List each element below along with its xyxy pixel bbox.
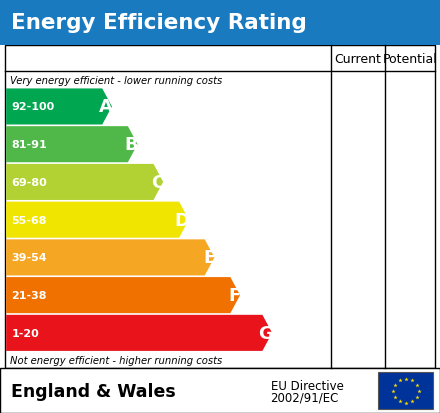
Polygon shape: [6, 278, 240, 313]
Text: C: C: [151, 173, 164, 192]
Text: England & Wales: England & Wales: [11, 382, 176, 400]
Polygon shape: [6, 127, 138, 163]
Text: F: F: [229, 287, 241, 304]
Polygon shape: [6, 89, 112, 125]
Text: Not energy efficient - higher running costs: Not energy efficient - higher running co…: [10, 355, 222, 365]
Polygon shape: [6, 240, 214, 276]
Text: Energy Efficiency Rating: Energy Efficiency Rating: [11, 13, 307, 33]
Bar: [378, 373, 433, 409]
Polygon shape: [6, 164, 163, 200]
Text: 81-91: 81-91: [11, 140, 47, 150]
Text: Potential: Potential: [383, 52, 437, 66]
Bar: [0, 368, 440, 413]
Polygon shape: [6, 315, 272, 351]
Text: 1-20: 1-20: [11, 328, 39, 338]
Text: 21-38: 21-38: [11, 290, 47, 300]
Text: Current: Current: [335, 52, 381, 66]
Text: 55-68: 55-68: [11, 215, 47, 225]
Text: 69-80: 69-80: [11, 178, 47, 188]
Text: G: G: [258, 324, 273, 342]
Polygon shape: [6, 202, 189, 238]
Text: A: A: [99, 98, 113, 116]
Text: EU Directive: EU Directive: [271, 379, 344, 392]
Text: 2002/91/EC: 2002/91/EC: [271, 391, 339, 404]
Text: D: D: [175, 211, 190, 229]
Bar: [5, 46, 435, 368]
Text: Very energy efficient - lower running costs: Very energy efficient - lower running co…: [10, 76, 222, 85]
Bar: [0, 0, 440, 46]
Text: B: B: [125, 136, 139, 154]
Text: 92-100: 92-100: [11, 102, 55, 112]
Text: E: E: [203, 249, 215, 267]
Text: 39-54: 39-54: [11, 253, 47, 263]
